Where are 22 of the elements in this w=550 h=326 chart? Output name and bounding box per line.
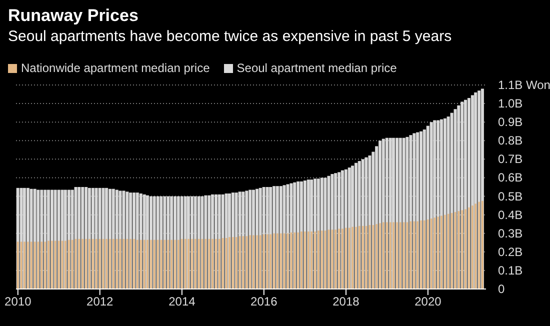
y-tick-label: 0.9B [498, 115, 523, 130]
legend-label: Seoul apartment median price [236, 61, 397, 75]
y-tick-label: 0.3B [498, 226, 523, 240]
x-tick-label: 2018 [332, 294, 360, 309]
y-tick-label: 0.4B [498, 208, 523, 222]
x-tick-label: 2014 [168, 294, 196, 309]
y-tick-label: 1.1B Won [498, 78, 550, 92]
chart-subtitle: Seoul apartments have become twice as expensive in past 5 years [8, 28, 453, 45]
y-tick-label: 1.0B [498, 96, 523, 111]
y-tick-label: 0.8B [498, 134, 523, 148]
x-tick-label: 2016 [250, 294, 278, 309]
y-tick-label: 0.6B [498, 170, 523, 185]
y-tick-label: 0.5B [498, 189, 523, 204]
legend-label: Nationwide apartment median price [21, 61, 210, 75]
y-tick-label: 0.7B [498, 152, 523, 166]
chart-title: Runaway Prices [8, 6, 140, 26]
y-tick-label: 0.2B [498, 244, 523, 259]
y-tick-label: 0.1B [498, 263, 523, 278]
x-tick-label: 2010 [4, 294, 32, 309]
x-tick-label: 2012 [86, 294, 114, 309]
x-tick-label: 2020 [414, 294, 442, 309]
y-tick-label: 0 [498, 282, 505, 296]
